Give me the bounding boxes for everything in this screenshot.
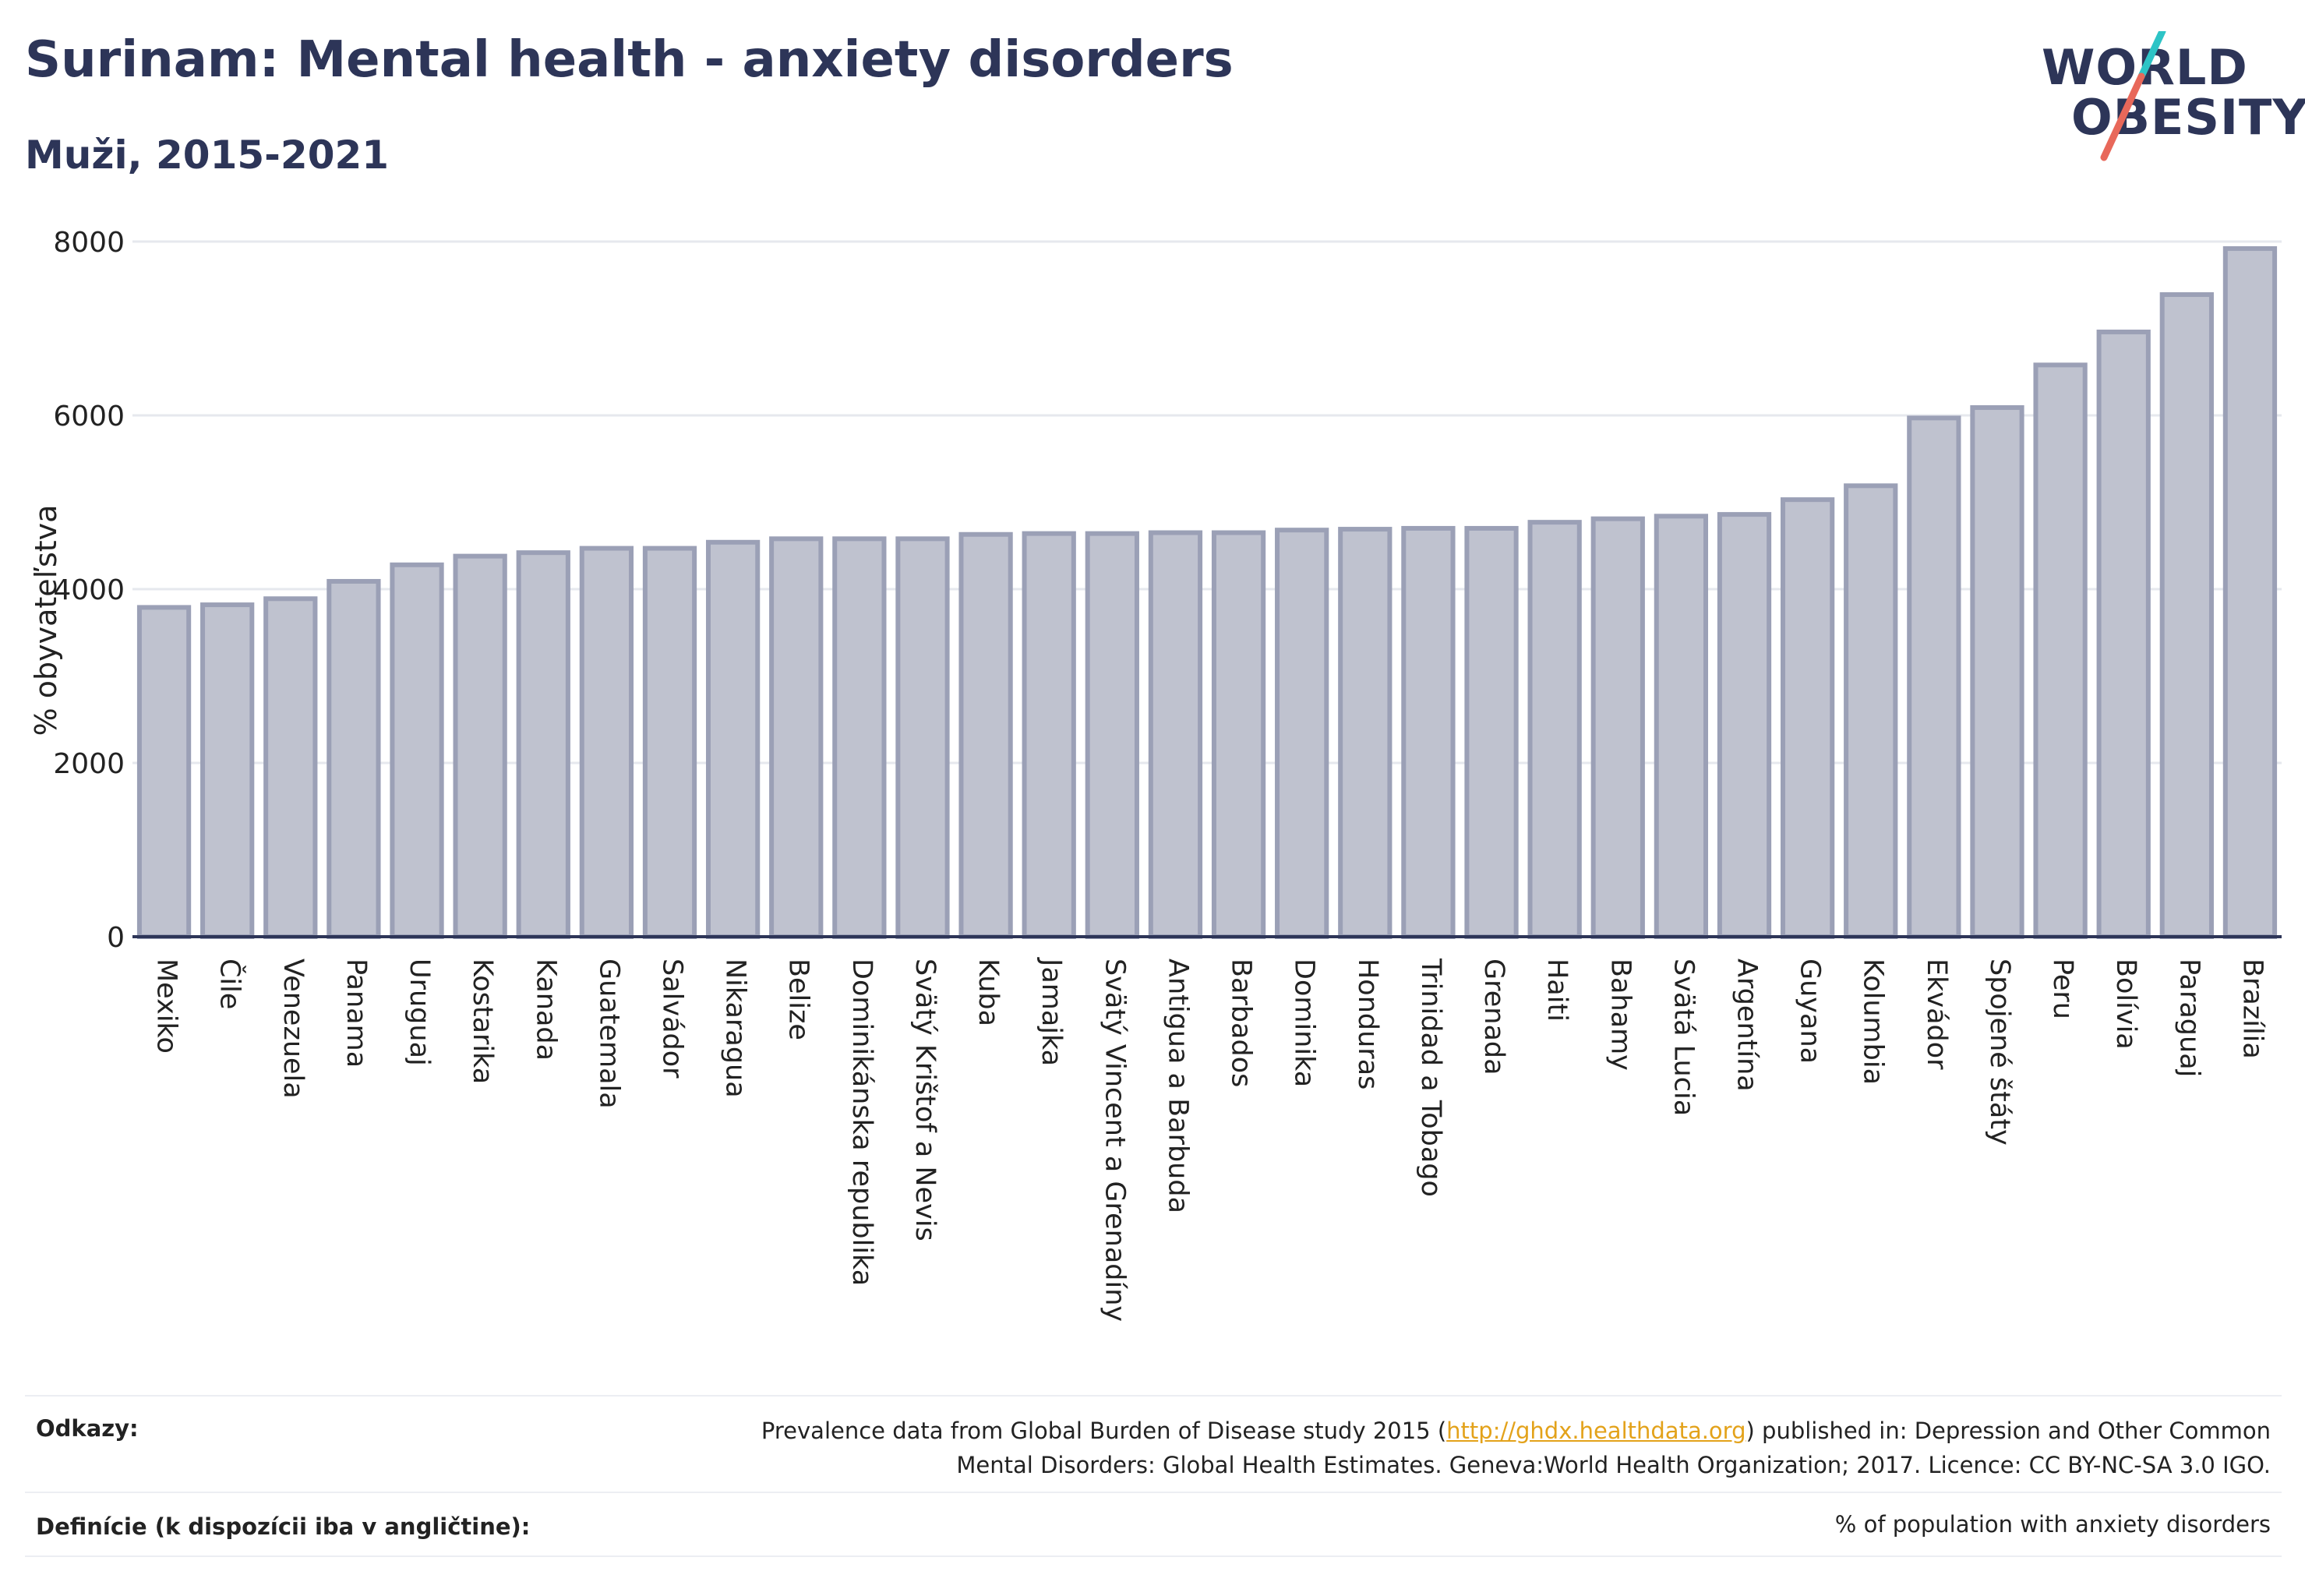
sources-text-part-2: ) published in: Depression and Other Com… [1746, 1418, 2271, 1444]
x-tick-label: Guatemala [593, 959, 624, 1109]
bar [769, 536, 824, 939]
x-tick-label: Bahamy [1604, 959, 1636, 1071]
bar [832, 536, 887, 939]
bar-chart: 0 2000 4000 6000 8000 Mexiko Čile Venezuela Pan… [29, 227, 2282, 1322]
x-tick-label: Paraguaj [2173, 959, 2204, 1077]
y-ticks-layer: 0 2000 4000 6000 8000 [53, 227, 125, 954]
x-tick-label: Kostarika [467, 959, 498, 1084]
logo-slash-icon [2100, 31, 2166, 161]
x-labels-layer: Mexiko Čile Venezuela Panama Uruguaj Kostarik… [151, 957, 2268, 1322]
x-tick-label: Argentína [1731, 959, 1763, 1092]
x-tick-label: Honduras [1352, 959, 1383, 1089]
bar [2159, 292, 2214, 939]
bar [1654, 514, 1709, 939]
sources-text-part-3: Mental Disorders: Global Health Estimate… [956, 1452, 2271, 1478]
x-tick-label: Haiti [1541, 959, 1573, 1022]
x-tick-label: Belize [783, 959, 814, 1040]
bar [1464, 525, 1519, 939]
x-tick-label: Mexiko [151, 959, 182, 1054]
bar [1022, 531, 1076, 939]
sources-label: Odkazy: [36, 1415, 139, 1442]
bar [579, 546, 634, 939]
bar [390, 562, 444, 939]
x-tick-label: Svätý Krištof a Nevis [909, 959, 941, 1241]
x-tick-label: Bolívia [2110, 959, 2141, 1050]
x-tick-label: Antigua a Barbuda [1162, 959, 1193, 1213]
x-tick-label: Brazília [2236, 959, 2268, 1059]
bar [1844, 483, 1898, 939]
bar [895, 536, 950, 939]
bar [1780, 497, 1835, 939]
x-tick-label: Salvádor [657, 959, 688, 1079]
x-tick-label: Dominika [1289, 959, 1320, 1087]
x-tick-label: Uruguaj [404, 959, 435, 1066]
x-tick-label: Peru [2047, 959, 2078, 1019]
x-tick-label: Svätá Lucia [1668, 959, 1699, 1116]
x-tick-label: Grenada [1478, 959, 1509, 1075]
bar [2033, 362, 2088, 939]
bars-layer [136, 245, 2278, 940]
x-tick-label: Svätý Vincent a Grenadíny [1099, 959, 1130, 1322]
bar [1275, 528, 1329, 939]
bar [2222, 245, 2278, 940]
world-obesity-logo: WORLD OBESITY [2026, 31, 2305, 164]
y-tick-label: 4000 [53, 574, 125, 606]
x-tick-label: Dominikánska republika [846, 959, 877, 1286]
logo-line-2: OBESITY [2071, 89, 2305, 146]
bar [705, 539, 761, 939]
bar [1527, 520, 1582, 939]
x-tick-label: Guyana [1795, 959, 1826, 1064]
bar [1717, 512, 1772, 939]
y-tick-label: 2000 [53, 748, 125, 780]
bar [516, 550, 570, 939]
footer-divider [25, 1555, 2282, 1557]
x-tick-label: Kolumbia [1858, 959, 1889, 1085]
bar [1148, 530, 1203, 939]
x-tick-label: Čile [214, 959, 247, 1009]
bar [200, 602, 255, 939]
bar [642, 546, 697, 939]
bar [2096, 329, 2151, 939]
y-tick-label: 8000 [53, 227, 125, 259]
x-tick-label: Ekvádor [1921, 959, 1952, 1070]
definition-row: Definície (k dispozícii iba v angličtine… [25, 1492, 2282, 1557]
bar [1970, 404, 2024, 939]
x-tick-label: Trinidad a Tobago [1415, 958, 1446, 1197]
bar [1401, 525, 1456, 939]
x-tick-label: Nikaragua [720, 959, 751, 1098]
x-tick-label: Barbados [1226, 959, 1257, 1087]
bar [1085, 531, 1139, 939]
bar [1211, 530, 1266, 939]
x-tick-label: Kanada [530, 959, 561, 1061]
x-tick-label: Panama [341, 959, 372, 1068]
definition-label: Definície (k dispozícii iba v angličtine… [36, 1513, 531, 1540]
sources-text-part-1: Prevalence data from Global Burden of Di… [761, 1418, 1447, 1444]
bar [958, 531, 1013, 939]
y-tick-label: 0 [107, 922, 125, 954]
x-tick-label: Venezuela [277, 959, 309, 1099]
sources-link[interactable]: http://ghdx.healthdata.org [1446, 1418, 1746, 1444]
bar [1338, 527, 1393, 939]
y-tick-label: 6000 [53, 401, 125, 433]
y-axis-label: % obyvateľstva [29, 505, 63, 736]
x-tick-label: Jamajka [1036, 957, 1067, 1066]
sources-text: Prevalence data from Global Burden of Di… [761, 1414, 2271, 1482]
bar [1590, 516, 1645, 939]
page-subtitle: Muži, 2015-2021 [25, 132, 390, 178]
x-tick-label: Spojené štáty [1984, 959, 2015, 1146]
page-title: Surinam: Mental health - anxiety disorde… [25, 31, 1234, 89]
x-tick-label: Kuba [972, 959, 1004, 1026]
bar [136, 605, 192, 939]
bar [453, 553, 507, 939]
sources-row: Odkazy: Prevalence data from Global Burd… [25, 1395, 2282, 1493]
bar [1907, 415, 1961, 940]
bar [327, 578, 381, 939]
bar [263, 596, 318, 939]
definition-text: % of population with anxiety disorders [1834, 1511, 2271, 1538]
